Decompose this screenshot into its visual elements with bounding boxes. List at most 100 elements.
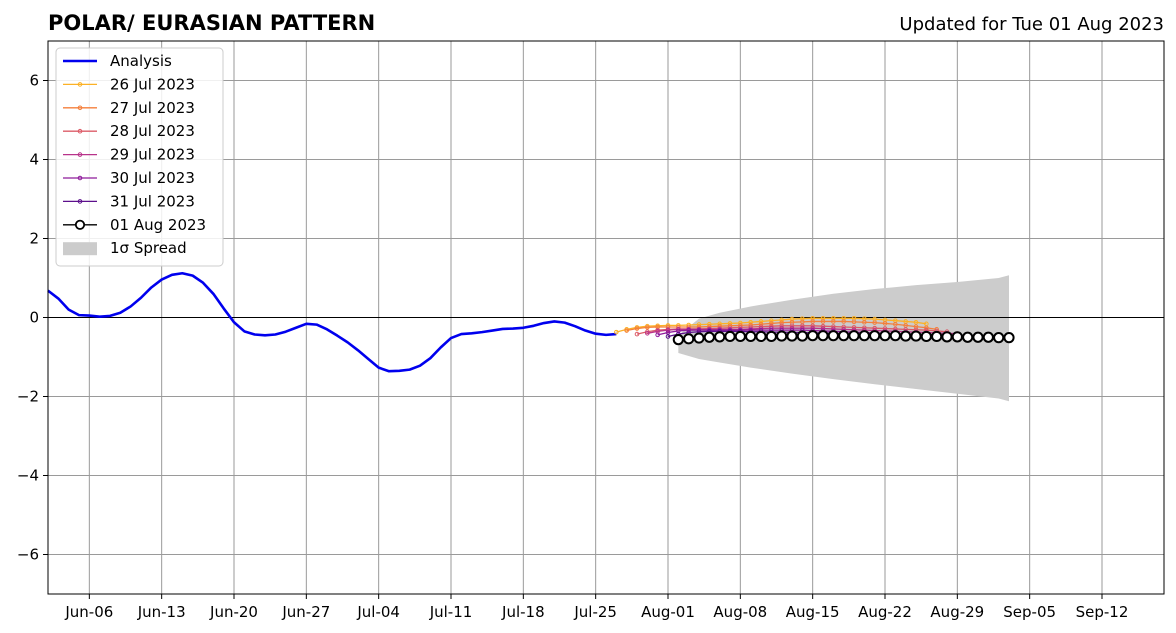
x-tick-label: Jun-13 — [137, 603, 186, 621]
analysis-line — [47, 271, 617, 373]
current-point — [714, 331, 726, 343]
legend-item: 26 Jul 2023 — [63, 75, 195, 93]
x-tick-label: Aug-29 — [930, 603, 984, 621]
current-point — [755, 330, 767, 343]
legend-label: 28 Jul 2023 — [110, 122, 195, 140]
forecast-point — [624, 328, 629, 333]
chart-title: POLAR/ EURASIAN PATTERN — [48, 11, 375, 35]
forecast-point — [655, 332, 660, 338]
current-point — [869, 330, 881, 342]
current-point — [900, 330, 912, 342]
legend-label: 29 Jul 2023 — [110, 146, 195, 164]
legend-item: 29 Jul 2023 — [63, 146, 195, 164]
forecast-point — [634, 326, 640, 331]
legend-item: Analysis — [63, 52, 172, 70]
legend-item: 1σ Spread — [63, 239, 187, 257]
forecast-point — [913, 319, 919, 325]
current-point — [838, 330, 850, 342]
current-point — [993, 332, 1005, 344]
legend-label: 26 Jul 2023 — [110, 75, 195, 93]
current-point — [776, 330, 788, 342]
x-tick-label: Sep-12 — [1076, 603, 1129, 621]
forecast-point — [665, 334, 671, 339]
legend-item: 01 Aug 2023 — [63, 216, 206, 234]
current-point — [858, 330, 870, 342]
current-point — [765, 330, 777, 343]
y-tick-label: 2 — [29, 230, 39, 248]
legend-item: 31 Jul 2023 — [63, 192, 195, 210]
current-point — [672, 334, 684, 346]
forecast-point — [779, 317, 784, 323]
forecast-point — [758, 319, 764, 324]
legend-item: 30 Jul 2023 — [63, 169, 195, 187]
x-tick-label: Aug-15 — [786, 603, 840, 621]
current-point — [1003, 332, 1015, 344]
x-tick-label: Aug-22 — [858, 603, 912, 621]
current-point — [817, 330, 829, 342]
current-point — [910, 330, 922, 342]
current-point — [796, 330, 808, 342]
legend-swatch-marker — [77, 175, 83, 181]
forecast-point — [645, 329, 650, 335]
forecast-point — [614, 329, 619, 335]
current-point — [807, 330, 819, 342]
forecast-point — [882, 321, 888, 326]
current-point — [920, 330, 932, 343]
forecast-point — [645, 325, 650, 330]
current-point — [931, 330, 943, 343]
x-tick-label: Jul-04 — [356, 603, 400, 621]
x-tick-label: Jul-11 — [429, 603, 473, 621]
forecast-point — [748, 319, 753, 325]
legend-label: 30 Jul 2023 — [110, 169, 195, 187]
analysis-series — [47, 271, 617, 373]
x-tick-label: Jul-25 — [573, 603, 617, 621]
current-point — [724, 330, 736, 343]
forecast-point — [893, 321, 898, 327]
chart-updated-label: Updated for Tue 01 Aug 2023 — [899, 14, 1164, 35]
legend-label: Analysis — [110, 52, 172, 70]
legend-item: 28 Jul 2023 — [63, 122, 195, 140]
x-tick-label: Sep-05 — [1003, 603, 1056, 621]
current-point — [703, 331, 715, 343]
legend-label: 01 Aug 2023 — [110, 216, 206, 234]
legend-box — [55, 47, 224, 267]
current-point — [941, 331, 953, 343]
x-tick-label: Jun-27 — [281, 603, 330, 621]
legend-label: 27 Jul 2023 — [110, 99, 195, 117]
legend: Analysis 26 Jul 2023 27 Jul 2023 28 Jul 202… — [55, 47, 224, 267]
y-tick-label: 0 — [29, 309, 39, 327]
legend-swatch-marker — [77, 152, 83, 157]
x-tick-label: Aug-08 — [713, 603, 767, 621]
current-point — [734, 330, 746, 343]
forecast-point — [769, 318, 774, 323]
current-point — [827, 330, 839, 342]
forecast-point — [645, 331, 650, 336]
legend-swatch-marker — [77, 128, 83, 134]
x-tick-label: Jun-06 — [64, 603, 113, 621]
current-point — [972, 331, 984, 343]
forecast-point — [851, 319, 857, 325]
current-point — [879, 330, 891, 342]
legend-swatch-marker — [77, 105, 83, 111]
legend-swatch-marker — [77, 199, 83, 204]
forecast-point — [634, 331, 640, 337]
y-axis-ticks: 6 4 2 0 −2 −4 −6 — [17, 72, 48, 564]
forecast-point — [841, 319, 846, 324]
x-tick-label: Jun-20 — [209, 603, 258, 621]
forecast-point — [810, 319, 815, 324]
legend-item: 27 Jul 2023 — [63, 99, 195, 117]
y-tick-label: 6 — [29, 72, 39, 90]
current-point — [951, 331, 963, 343]
forecast-point — [820, 319, 826, 324]
y-tick-label: −4 — [17, 467, 39, 485]
current-point — [962, 331, 974, 343]
forecast-point — [872, 320, 877, 325]
x-tick-label: Aug-01 — [641, 603, 695, 621]
current-forecast-series — [672, 330, 1015, 346]
current-point — [848, 330, 860, 342]
forecast-point — [769, 321, 774, 326]
y-tick-label: −6 — [17, 546, 39, 564]
current-point — [982, 331, 994, 343]
forecast-point — [862, 319, 867, 325]
